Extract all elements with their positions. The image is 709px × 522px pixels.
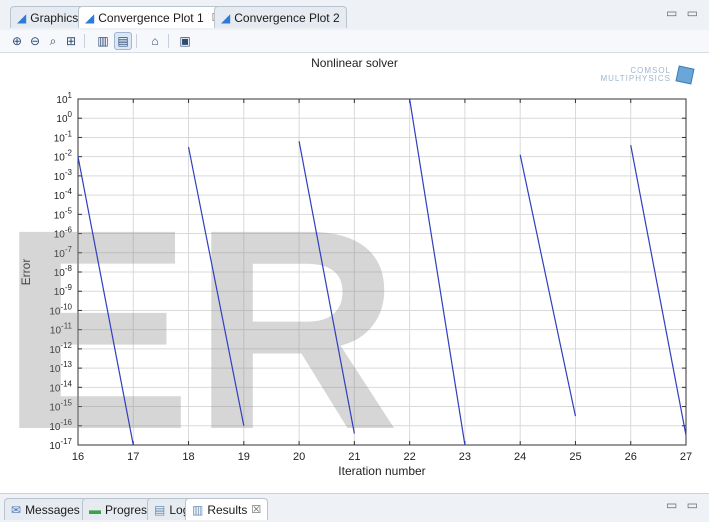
bar-plot-icon[interactable]: ▥ [97, 34, 109, 48]
series-line [409, 98, 466, 446]
x-tick-label: 26 [625, 451, 637, 463]
series-line [187, 146, 245, 426]
x-tick-label: 19 [238, 451, 250, 463]
messages-icon: ✉ [11, 502, 22, 517]
tab-label: Convergence Plot 2 [234, 10, 340, 25]
tab-progress[interactable]: ▬ Progress [82, 498, 161, 520]
y-tick-label: 10-4 [54, 187, 73, 202]
toolbar-separator [136, 34, 137, 48]
log-icon: ▤ [154, 502, 166, 517]
window-controls[interactable]: ▭ ▭ [665, 498, 701, 512]
y-tick-label: 10-15 [49, 399, 72, 414]
plot-icon: ◢ [221, 10, 231, 25]
plot-icon: ◢ [85, 10, 95, 25]
y-tick-label: 10-16 [49, 418, 72, 433]
y-tick-label: 10-6 [54, 226, 73, 241]
x-tick-label: 20 [293, 451, 305, 463]
y-tick-label: 10-7 [54, 245, 73, 260]
x-tick-label: 24 [514, 451, 526, 463]
toolbar-separator [84, 34, 85, 48]
x-tick-label: 17 [127, 451, 139, 463]
y-tick-label: 10-3 [54, 168, 73, 183]
tab-label: Results [207, 502, 248, 517]
watermark-text: ER [0, 171, 400, 488]
camera-icon[interactable]: ▣ [179, 34, 191, 48]
plot-toolbar: ⊕ ⊖ ⌕ ⊞ ▥ ▤ ⌂ ▣ [0, 30, 709, 53]
tab-label: Convergence Plot 1 [98, 10, 204, 25]
lock-icon[interactable]: ⌂ [151, 34, 159, 48]
y-axis-label: Error [19, 259, 33, 286]
y-tick-label: 10-10 [49, 302, 72, 317]
y-tick-label: 10-5 [54, 206, 73, 221]
close-icon[interactable]: ☒ [251, 504, 262, 516]
y-tick-label: 10-2 [54, 149, 73, 164]
x-tick-label: 18 [182, 451, 194, 463]
bottom-tab-bar: ✉ Messages ▬ Progress ▤ Log ▥ Results ☒ … [0, 493, 709, 522]
tab-results[interactable]: ▥ Results ☒ [185, 498, 269, 520]
x-tick-label: 23 [459, 451, 471, 463]
tab-messages[interactable]: ✉ Messages [4, 498, 87, 520]
tab-label: Graphics [30, 10, 79, 25]
x-tick-label: 22 [404, 451, 416, 463]
tab-graphics[interactable]: ◢ Graphics [10, 6, 86, 28]
logo-line-2: MULTIPHYSICS [600, 74, 671, 83]
x-tick-label: 16 [72, 451, 84, 463]
convergence-chart: 16 17 18 19 20 21 22 23 24 25 26 27 101 100 10-1 10-2 10… [0, 91, 692, 488]
series-line [77, 156, 134, 446]
toolbar-separator [168, 34, 169, 48]
tab-convergence-plot-1[interactable]: ◢ Convergence Plot 1 ☒ [78, 6, 229, 28]
plot-title: Nonlinear solver [311, 56, 398, 70]
y-tick-label: 100 [56, 110, 72, 125]
zoom-in-icon[interactable]: ⊕ [11, 34, 23, 48]
series-line [519, 154, 577, 417]
tab-convergence-plot-2[interactable]: ◢ Convergence Plot 2 [214, 6, 347, 28]
y-tick-label: 101 [56, 91, 72, 106]
zoom-extents-icon[interactable]: ⊞ [65, 34, 77, 48]
y-tick-label: 10-13 [49, 360, 72, 375]
x-tick-label: 21 [348, 451, 360, 463]
y-tick-label: 10-9 [54, 283, 73, 298]
x-tick-label: 25 [569, 451, 581, 463]
results-icon: ▥ [192, 502, 204, 517]
graphics-icon: ◢ [17, 10, 27, 25]
x-axis-label: Iteration number [338, 464, 425, 478]
tab-label: Log [169, 502, 190, 517]
editor-tab-bar: ◢ Graphics ◢ Convergence Plot 1 ☒ ◢ Conv… [0, 0, 709, 31]
progress-icon: ▬ [89, 502, 101, 517]
y-tick-label: 10-12 [49, 341, 72, 356]
plot-area: Nonlinear solver COMSOL MULTIPHYSICS 16 1… [0, 53, 709, 488]
y-tick-label: 10-17 [49, 437, 72, 452]
series-line [630, 145, 687, 436]
tab-label: Progress [105, 502, 154, 517]
grid-icon[interactable]: ▤ [114, 32, 132, 50]
zoom-out-icon[interactable]: ⊖ [29, 34, 41, 48]
y-tick-label: 10-11 [50, 322, 73, 337]
tab-label: Messages [25, 502, 80, 517]
zoom-box-icon[interactable]: ⌕ [49, 33, 57, 48]
logo-line-1: COMSOL [630, 66, 671, 75]
comsol-logo: COMSOL MULTIPHYSICS [600, 65, 695, 85]
y-tick-label: 10-1 [54, 129, 73, 144]
series-line [298, 141, 355, 434]
y-tick-label: 10-8 [54, 264, 73, 279]
window-controls[interactable]: ▭ ▭ [665, 6, 701, 20]
x-tick-label: 27 [680, 451, 692, 463]
y-tick-label: 10-14 [49, 379, 72, 394]
